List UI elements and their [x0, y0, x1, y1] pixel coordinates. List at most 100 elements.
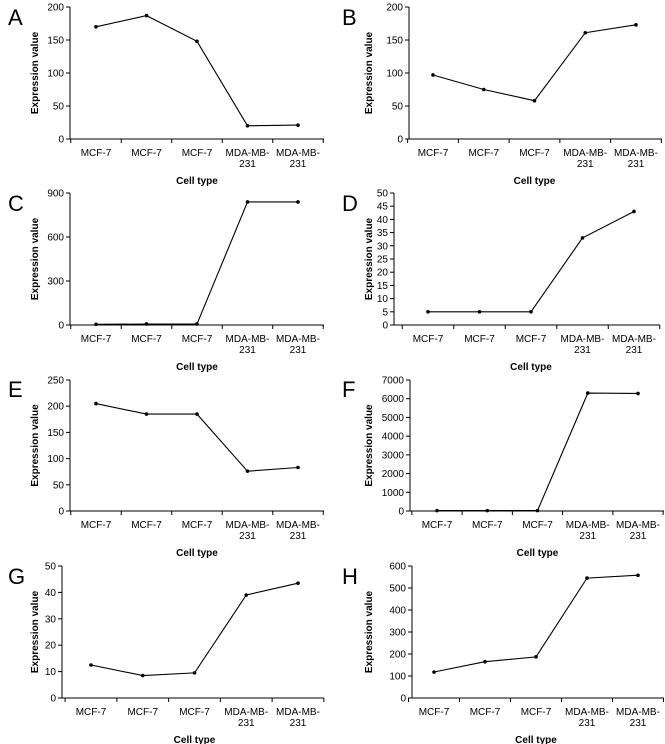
y-tick-label: 45 [377, 202, 389, 213]
data-point [483, 659, 487, 664]
series-line [95, 201, 298, 325]
data-point [89, 663, 93, 667]
y-tick-label: 200 [47, 3, 64, 14]
y-tick-label: 600 [47, 233, 64, 244]
y-tick-label: 40 [377, 215, 389, 226]
chart-panel-d: D 0 5 10 15 20 25 30 35 40 45 50 MCF-7 MCF-7 MCF-7 MDA-… [342, 189, 661, 373]
y-tick-label: 20 [45, 641, 57, 652]
data-point [144, 322, 149, 326]
x-tick-label: MDA-MB-231 [276, 520, 320, 542]
x-axis-title: Cell type [174, 735, 216, 744]
x-axis-title: Cell type [515, 735, 557, 744]
x-tick-label: MCF-7 [76, 707, 107, 718]
y-tick-label: 0 [58, 507, 64, 518]
data-point [195, 322, 199, 326]
y-tick-label: 200 [47, 402, 64, 413]
data-point [580, 236, 585, 240]
y-tick-label: 40 [45, 588, 57, 599]
y-tick-label: 100 [389, 672, 406, 683]
x-axis-title: Cell type [510, 362, 552, 373]
x-tick-label: MDA-MB-231 [226, 148, 270, 170]
y-tick-label: 50 [377, 189, 389, 200]
data-point [94, 401, 98, 406]
data-point [634, 23, 638, 27]
y-tick-label: 300 [47, 277, 64, 288]
panel-letter: C [8, 191, 24, 216]
x-tick-label: MCF-7 [464, 334, 495, 345]
data-point [245, 124, 250, 128]
data-point [195, 39, 199, 44]
data-point [636, 391, 640, 396]
data-point [435, 508, 439, 513]
chart-panel-c: C 0 300 600 900 MCF-7 MCF-7 MCF-7 MDA-MB-231 MDA-… [8, 189, 324, 373]
data-point [144, 13, 149, 18]
data-point [195, 412, 199, 416]
y-tick-label: 1000 [382, 488, 405, 499]
panel-letter: E [8, 377, 23, 402]
y-tick-label: 150 [386, 36, 403, 47]
x-tick-label: MDA-MB-231 [276, 334, 320, 356]
x-tick-label: MCF-7 [182, 148, 213, 159]
x-tick-label: MCF-7 [522, 520, 553, 531]
data-point [636, 573, 640, 578]
x-tick-label: MCF-7 [182, 334, 213, 345]
x-tick-label: MDA-MB-231 [565, 707, 609, 729]
y-tick-label: 5000 [382, 413, 405, 424]
y-tick-label: 30 [45, 614, 57, 625]
x-tick-label: MCF-7 [127, 707, 158, 718]
data-point [481, 87, 486, 92]
panel-letter: H [342, 564, 358, 589]
x-axis-title: Cell type [176, 362, 218, 373]
y-tick-label: 100 [386, 69, 403, 80]
y-tick-label: 4000 [382, 432, 405, 443]
chart-panel-g: G 0 10 20 30 40 50 MCF-7 MCF-7 MCF-7 MDA-MB-231 MDA… [8, 562, 325, 744]
y-tick-label: 6000 [382, 394, 405, 405]
data-point [296, 123, 300, 127]
data-point [244, 593, 249, 597]
y-tick-label: 10 [45, 667, 57, 678]
data-point [144, 412, 149, 416]
data-point [431, 73, 435, 77]
data-point [245, 200, 250, 204]
y-tick-label: 0 [398, 507, 404, 518]
y-tick-label: 100 [47, 69, 64, 80]
y-tick-label: 0 [58, 321, 64, 332]
y-tick-label: 30 [377, 241, 389, 252]
data-point [296, 200, 300, 204]
data-point [296, 465, 300, 470]
chart-panel-f: F 0 1000 2000 3000 4000 5000 6000 7000 MCF-7 MCF-7… [342, 376, 664, 559]
data-point [534, 655, 538, 659]
y-tick-label: 20 [377, 268, 389, 279]
x-tick-label: MDA-MB-231 [561, 334, 605, 356]
x-tick-label: MDA-MB-231 [566, 520, 610, 542]
y-tick-label: 2000 [382, 469, 405, 480]
x-tick-label: MCF-7 [516, 334, 547, 345]
y-tick-label: 0 [400, 694, 406, 705]
chart-panel-b: B 0 50 100 150 200 MCF-7 MCF-7 MCF-7 MDA-MB-231 MD… [342, 3, 662, 187]
x-tick-label: MCF-7 [468, 148, 499, 159]
y-tick-label: 50 [53, 480, 65, 491]
y-axis-title: Expression value [364, 31, 375, 114]
y-tick-label: 0 [58, 135, 64, 146]
x-tick-label: MDA-MB-231 [616, 520, 660, 542]
chart-panel-e: E 0 50 100 150 200 250 MCF-7 MCF-7 MCF-7 MDA-MB-23… [8, 376, 324, 559]
data-point [535, 508, 540, 513]
y-axis-title: Expression value [30, 404, 41, 487]
data-point [585, 391, 590, 395]
y-tick-label: 0 [382, 321, 388, 332]
x-tick-label: MCF-7 [131, 520, 162, 531]
y-axis-title: Expression value [364, 590, 375, 673]
y-tick-label: 250 [47, 376, 64, 387]
data-point [529, 310, 533, 314]
x-tick-label: MDA-MB-231 [276, 148, 320, 170]
x-tick-label: MDA-MB-231 [616, 707, 660, 729]
y-tick-label: 150 [47, 428, 64, 439]
y-tick-label: 400 [389, 606, 406, 617]
data-point [632, 209, 636, 214]
chart-panel-a: A 0 50 100 150 200 MCF-7 MCF-7 MCF-7 MDA-MB-231 MD… [8, 3, 324, 187]
data-point [477, 310, 482, 314]
y-tick-label: 900 [47, 189, 64, 200]
x-tick-label: MCF-7 [418, 148, 449, 159]
y-tick-label: 5 [382, 307, 388, 318]
